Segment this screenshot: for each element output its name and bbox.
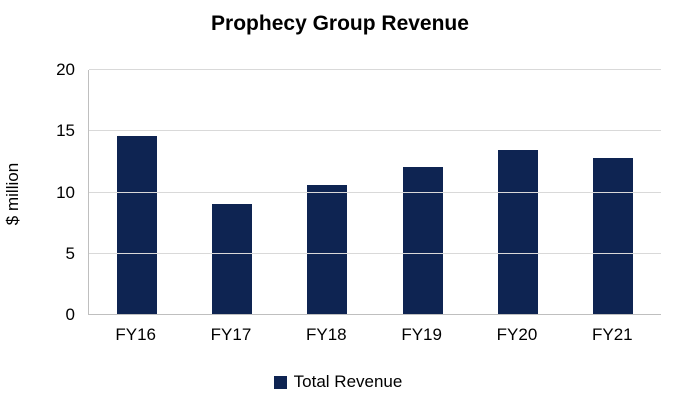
x-tick-label-fy21: FY21 [591, 325, 633, 344]
gridline-20 [89, 69, 661, 70]
y-axis-title: $ million [3, 162, 22, 226]
bar-slot-fy21 [566, 70, 661, 315]
y-tick-label-5: 5 [65, 243, 75, 263]
bar-fy18 [307, 185, 348, 315]
y-tick-label-10: 10 [56, 182, 75, 202]
bar-fy19 [402, 166, 443, 315]
bar-fy17 [211, 203, 252, 315]
gridline-0 [89, 314, 661, 315]
gridline-15 [89, 130, 661, 132]
legend-swatch-icon [273, 375, 287, 389]
x-tick-label-fy18: FY18 [306, 325, 347, 344]
bar-slot-fy18 [280, 70, 375, 315]
gridline-5 [89, 252, 661, 254]
x-tick-label-fy19: FY19 [401, 325, 442, 344]
x-tick-label-fy20: FY20 [496, 325, 538, 344]
x-tick-label-fy17: FY17 [210, 325, 252, 344]
bar-slot-fy16 [89, 70, 184, 315]
legend-label: Total Revenue [293, 372, 403, 391]
x-axis: FY16 FY17 FY18 FY19 FY20 FY21 [88, 325, 660, 345]
bar-fy21 [593, 158, 634, 315]
bar-fy20 [497, 149, 538, 315]
plot-area: 0 5 10 15 20 [56, 60, 661, 324]
bar-slot-fy17 [184, 70, 279, 315]
bar-fy16 [116, 136, 157, 315]
legend: Total Revenue [0, 372, 676, 392]
bar-slot-fy19 [375, 70, 470, 315]
gridline-10 [89, 191, 661, 193]
bars-row [89, 70, 661, 315]
y-tick-label-0: 0 [65, 305, 75, 324]
y-tick-label-20: 20 [56, 60, 75, 79]
y-tick-label-15: 15 [56, 121, 75, 141]
x-tick-label-fy16: FY16 [115, 325, 156, 344]
chart-title: Prophecy Group Revenue [211, 12, 469, 35]
bar-slot-fy20 [470, 70, 565, 315]
